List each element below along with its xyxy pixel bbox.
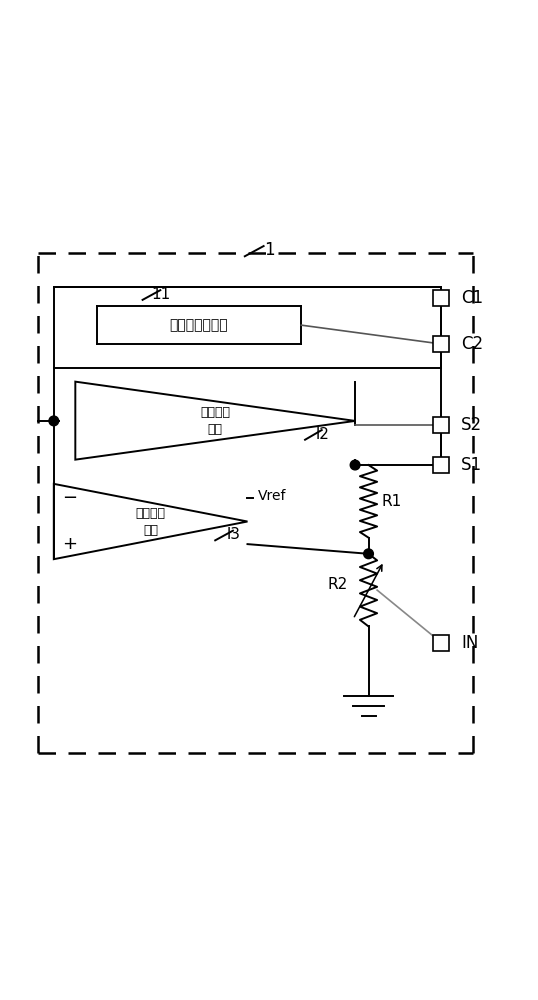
Text: C1: C1 <box>461 289 483 307</box>
Text: S2: S2 <box>461 416 482 434</box>
Text: +: + <box>62 535 77 553</box>
Text: R2: R2 <box>328 577 348 592</box>
Text: Vref: Vref <box>258 489 287 503</box>
Text: l3: l3 <box>227 527 241 542</box>
Bar <box>433 417 449 433</box>
Text: 1: 1 <box>264 241 274 259</box>
Text: 11: 11 <box>152 287 171 302</box>
Text: 电压控制
环路: 电压控制 环路 <box>136 507 166 537</box>
Bar <box>433 635 449 651</box>
Text: S1: S1 <box>461 456 482 474</box>
Bar <box>433 336 449 352</box>
Circle shape <box>364 549 373 559</box>
Text: IN: IN <box>461 634 478 652</box>
Text: C2: C2 <box>461 335 483 353</box>
Circle shape <box>350 460 360 470</box>
Text: l2: l2 <box>316 427 330 442</box>
Circle shape <box>49 416 59 426</box>
Bar <box>433 457 449 473</box>
Text: 电流控制
环路: 电流控制 环路 <box>200 406 230 436</box>
Text: R1: R1 <box>382 494 402 509</box>
Text: −: − <box>62 489 77 507</box>
Text: 防倒灌控制电路: 防倒灌控制电路 <box>170 318 228 332</box>
Bar <box>433 290 449 306</box>
